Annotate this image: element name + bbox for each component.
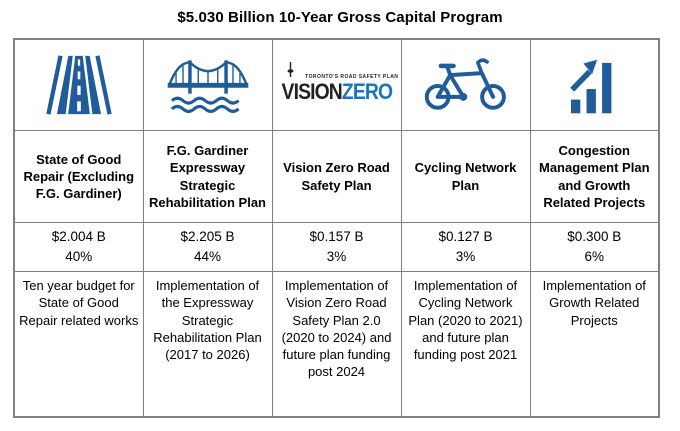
percent: 3% — [326, 249, 347, 264]
percent: 44% — [193, 249, 222, 264]
icon-row: TORONTO'S ROAD SAFETY PLAN VISIONZERO — [13, 38, 660, 131]
header-congestion: Congestion Management Plan and Growth Re… — [529, 130, 660, 223]
header-gardiner: F.G. Gardiner Expressway Strategic Rehab… — [142, 130, 273, 223]
icon-cell-vision-zero: TORONTO'S ROAD SAFETY PLAN VISIONZERO — [271, 38, 402, 131]
value-cell-cycling: $0.127 B 3% — [400, 222, 531, 272]
vision-zero-wordmark: VISIONZERO — [281, 79, 393, 104]
description-congestion: Implementation of Growth Related Project… — [529, 271, 660, 418]
header-cycling: Cycling Network Plan — [400, 130, 531, 223]
icon-cell-gardiner — [142, 38, 273, 131]
amount: $0.127 B — [438, 229, 493, 245]
highway-icon — [18, 42, 140, 128]
value-cell-state-of-good-repair: $2.004 B 40% — [13, 222, 144, 272]
growth-chart-icon — [534, 42, 656, 128]
description-gardiner: Implementation of the Expressway Strateg… — [142, 271, 273, 418]
percent: 3% — [455, 249, 476, 264]
description-vision-zero: Implementation of Vision Zero Road Safet… — [271, 271, 402, 418]
vision-zero-tagline: TORONTO'S ROAD SAFETY PLAN — [305, 74, 399, 80]
icon-cell-congestion — [529, 38, 660, 131]
description-row: Ten year budget for State of Good Repair… — [13, 271, 660, 418]
icon-cell-cycling — [400, 38, 531, 131]
value-cell-vision-zero: $0.157 B 3% — [271, 222, 402, 272]
amount: $2.205 B — [180, 229, 235, 245]
percent: 6% — [584, 249, 604, 264]
description-state-of-good-repair: Ten year budget for State of Good Repair… — [13, 271, 144, 418]
value-cell-congestion: $0.300 B 6% — [529, 222, 660, 272]
icon-cell-state-of-good-repair — [13, 38, 144, 131]
cn-tower-icon — [287, 62, 294, 77]
bicycle-icon — [405, 42, 527, 128]
description-cycling: Implementation of Cycling Network Plan (… — [400, 271, 531, 418]
header-vision-zero: Vision Zero Road Safety Plan — [271, 130, 402, 223]
vision-zero-logo: TORONTO'S ROAD SAFETY PLAN VISIONZERO — [274, 62, 400, 104]
amount: $0.300 B — [567, 229, 622, 245]
page-title: $5.030 Billion 10-Year Gross Capital Pro… — [177, 9, 503, 26]
amount: $0.157 B — [309, 229, 364, 245]
bridge-icon — [147, 42, 269, 128]
capital-program-table: TORONTO'S ROAD SAFETY PLAN VISIONZERO — [13, 38, 660, 418]
header-state-of-good-repair: State of Good Repair (Excluding F.G. Gar… — [13, 130, 144, 223]
value-cell-gardiner: $2.205 B 44% — [142, 222, 273, 272]
header-row: State of Good Repair (Excluding F.G. Gar… — [13, 130, 660, 223]
percent: 40% — [65, 249, 93, 264]
value-row: $2.004 B 40% $2.205 B 44% $0.157 B 3% $0… — [13, 222, 660, 272]
amount: $2.004 B — [51, 229, 106, 245]
